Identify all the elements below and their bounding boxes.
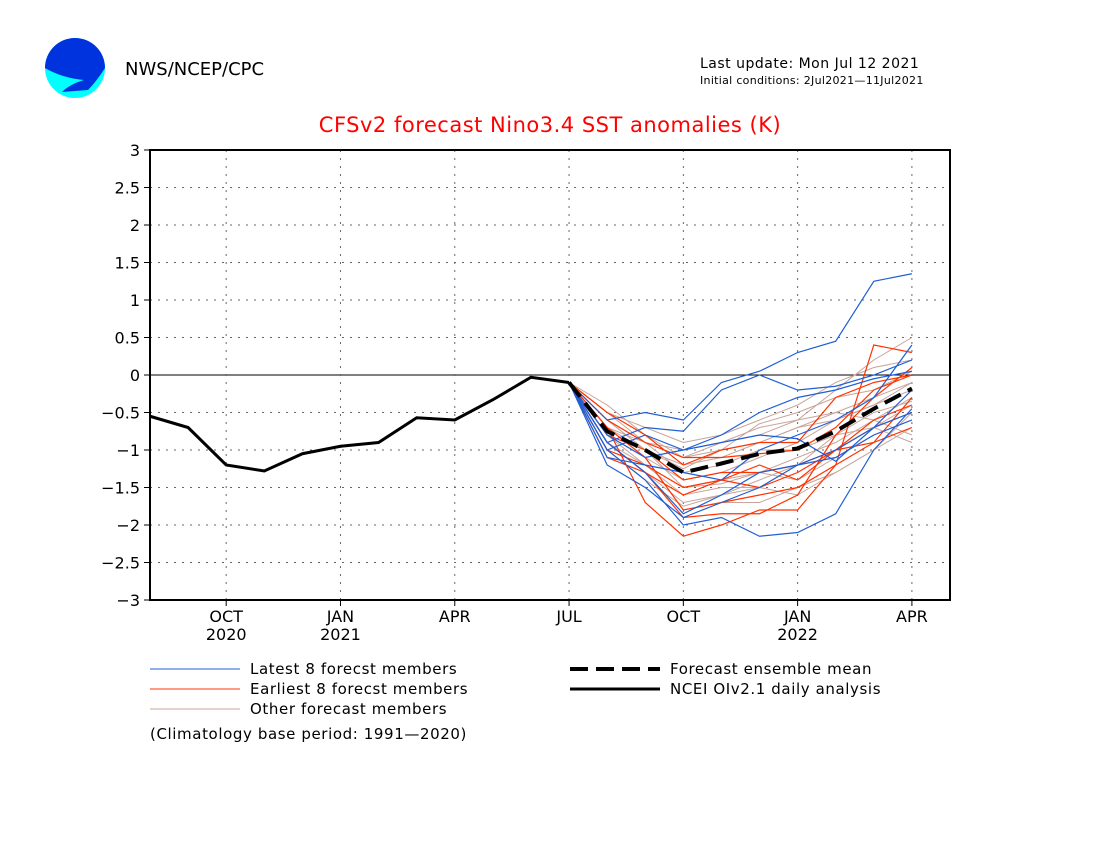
chart-title: CFSv2 forecast Nino3.4 SST anomalies (K) — [318, 113, 782, 137]
latest-member-line — [568, 359, 913, 444]
y-tick-label: −1 — [116, 441, 140, 460]
y-tick-label: 1 — [130, 291, 140, 310]
initial-conditions: Initial conditions: 2Jul2021—11Jul2021 — [700, 74, 924, 87]
x-tick-label: APR — [896, 607, 928, 626]
legend-label-latest: Latest 8 forecst members — [250, 660, 458, 678]
x-tick-label: OCT — [209, 607, 243, 626]
organization-label: NWS/NCEP/CPC — [125, 59, 265, 80]
x-tick-label: JUL — [555, 607, 581, 626]
legend-label-other: Other forecast members — [250, 700, 448, 718]
noaa-logo — [45, 38, 105, 98]
climatology-note: (Climatology base period: 1991—2020) — [150, 725, 467, 743]
grid — [150, 150, 950, 600]
x-tick-year: 2020 — [206, 625, 247, 644]
x-tick-label: JAN — [326, 607, 354, 626]
x-tick-label: JAN — [783, 607, 811, 626]
legend-label-earliest: Earliest 8 forecst members — [250, 680, 469, 698]
forecast-members — [568, 273, 913, 537]
other-member-line — [568, 359, 913, 444]
y-tick-label: −3 — [116, 591, 140, 610]
latest-member-line — [568, 344, 913, 481]
legend-label-observed: NCEI OIv2.1 daily analysis — [670, 680, 882, 698]
earliest-member-line — [568, 374, 913, 466]
y-tick-label: 2.5 — [115, 179, 140, 198]
y-axis: 3 2.5 2 1.5 1 0.5 0 −0.5 −1 −1.5 −2 −2.5 −3 — [101, 141, 150, 610]
x-tick-label: APR — [439, 607, 471, 626]
y-tick-label: 1.5 — [115, 254, 140, 273]
legend-label-mean: Forecast ensemble mean — [670, 660, 873, 678]
y-tick-label: 3 — [130, 141, 140, 160]
y-tick-label: −2.5 — [101, 554, 140, 573]
y-tick-label: −1.5 — [101, 479, 140, 498]
latest-member-line — [568, 382, 913, 462]
y-tick-label: 0.5 — [115, 329, 140, 348]
x-tick-year: 2022 — [777, 625, 818, 644]
latest-member-line — [568, 273, 913, 421]
latest-member-line — [568, 382, 913, 515]
x-tick-label: OCT — [667, 607, 701, 626]
x-tick-year: 2021 — [320, 625, 361, 644]
observed-line — [149, 375, 570, 473]
latest-member-line — [568, 382, 913, 519]
legend — [150, 667, 660, 710]
main-lines — [149, 375, 913, 475]
ensemble-mean-line — [567, 381, 913, 475]
last-update: Last update: Mon Jul 12 2021 — [700, 56, 920, 72]
y-tick-label: 2 — [130, 216, 140, 235]
y-tick-label: 0 — [130, 366, 140, 385]
latest-member-line — [568, 382, 913, 537]
y-tick-label: −0.5 — [101, 404, 140, 423]
y-tick-label: −2 — [116, 516, 140, 535]
